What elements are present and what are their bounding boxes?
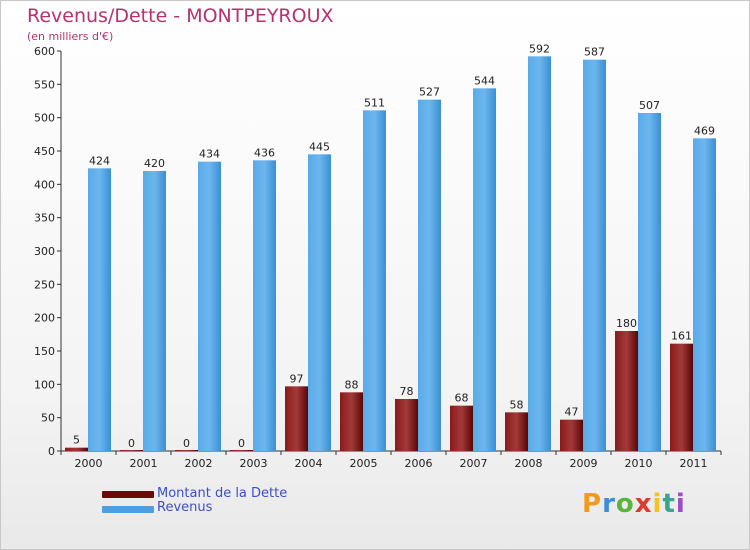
value-label-revenus: 592: [529, 42, 550, 55]
value-label-revenus: 445: [309, 140, 330, 153]
bar-dette: [230, 450, 253, 451]
value-label-dette: 5: [73, 434, 80, 447]
bar-revenus: [363, 110, 386, 451]
y-tick-label: 600: [34, 45, 55, 58]
value-label-dette: 0: [238, 437, 245, 450]
y-tick-label: 100: [34, 378, 55, 391]
x-tick-label: 2011: [680, 457, 708, 470]
chart-title: Revenus/Dette - MONTPEYROUX: [27, 5, 334, 27]
value-label-revenus: 420: [144, 157, 165, 170]
bar-dette: [65, 447, 88, 451]
value-label-revenus: 469: [694, 124, 715, 137]
value-label-revenus: 507: [639, 99, 660, 112]
bar-dette: [395, 399, 418, 451]
legend-label-revenus: Revenus: [157, 500, 213, 515]
x-tick-label: 2006: [405, 457, 433, 470]
x-tick-label: 2008: [515, 457, 543, 470]
x-tick-label: 2010: [625, 457, 653, 470]
value-label-revenus: 544: [474, 74, 495, 87]
bar-revenus: [418, 99, 441, 452]
bar-revenus: [253, 160, 276, 452]
y-tick-label: 250: [34, 278, 55, 291]
bar-revenus: [693, 138, 716, 452]
bar-revenus: [198, 161, 221, 451]
value-labels: 5 424 0 420 0 434 0 436 97 445 88 511 78 527 68 544 58 59…: [73, 42, 715, 450]
bar-revenus: [528, 56, 551, 451]
x-tick-label: 2009: [570, 457, 598, 470]
value-label-dette: 161: [671, 330, 692, 343]
bar-dette: [505, 412, 528, 451]
x-tick-label: 2004: [295, 457, 323, 470]
axes: 0501001502002503003504004505005506002000…: [34, 45, 722, 470]
x-tick-label: 2005: [350, 457, 378, 470]
bar-dette: [120, 450, 143, 451]
y-tick-label: 150: [34, 345, 55, 358]
value-label-dette: 0: [183, 437, 190, 450]
x-tick-label: 2000: [75, 457, 103, 470]
value-label-revenus: 434: [199, 148, 220, 161]
bar-revenus: [143, 171, 166, 451]
legend-swatch-revenus: [102, 506, 154, 513]
y-tick-label: 350: [34, 212, 55, 225]
value-label-revenus: 527: [419, 86, 440, 99]
bar-dette: [560, 419, 583, 451]
proxiti-logo: Proxiti: [582, 489, 686, 519]
y-tick-label: 50: [41, 412, 55, 425]
bar-revenus: [473, 88, 496, 451]
y-tick-label: 0: [48, 445, 55, 458]
value-label-dette: 78: [400, 385, 414, 398]
bar-revenus: [638, 113, 661, 451]
x-tick-label: 2001: [130, 457, 158, 470]
value-label-dette: 47: [565, 406, 579, 419]
bar-dette: [340, 392, 363, 451]
value-label-dette: 0: [128, 437, 135, 450]
chart-subtitle: (en milliers d'€): [27, 30, 114, 43]
bars: [65, 56, 716, 452]
y-tick-label: 200: [34, 312, 55, 325]
value-label-dette: 58: [510, 398, 524, 411]
bar-revenus: [88, 168, 111, 452]
value-label-dette: 97: [290, 372, 304, 385]
value-label-revenus: 424: [89, 154, 110, 167]
y-tick-label: 550: [34, 78, 55, 91]
x-tick-label: 2007: [460, 457, 488, 470]
bar-dette: [285, 386, 308, 451]
bar-dette: [175, 450, 198, 451]
bar-dette: [670, 343, 693, 451]
value-label-dette: 68: [455, 392, 469, 405]
bar-dette: [450, 405, 473, 451]
value-label-revenus: 436: [254, 146, 275, 159]
legend-label-dette: Montant de la Dette: [157, 486, 288, 501]
y-tick-label: 400: [34, 178, 55, 191]
value-label-dette: 88: [345, 378, 359, 391]
y-tick-label: 450: [34, 145, 55, 158]
bar-revenus: [583, 59, 606, 452]
y-tick-label: 300: [34, 245, 55, 258]
value-label-revenus: 587: [584, 46, 605, 59]
x-tick-label: 2002: [185, 457, 213, 470]
value-label-revenus: 511: [364, 96, 385, 109]
bar-dette: [615, 331, 638, 451]
x-tick-label: 2003: [240, 457, 268, 470]
legend-swatch-dette: [102, 491, 154, 498]
y-tick-label: 500: [34, 112, 55, 125]
value-label-dette: 180: [616, 317, 637, 330]
bar-revenus: [308, 154, 331, 452]
